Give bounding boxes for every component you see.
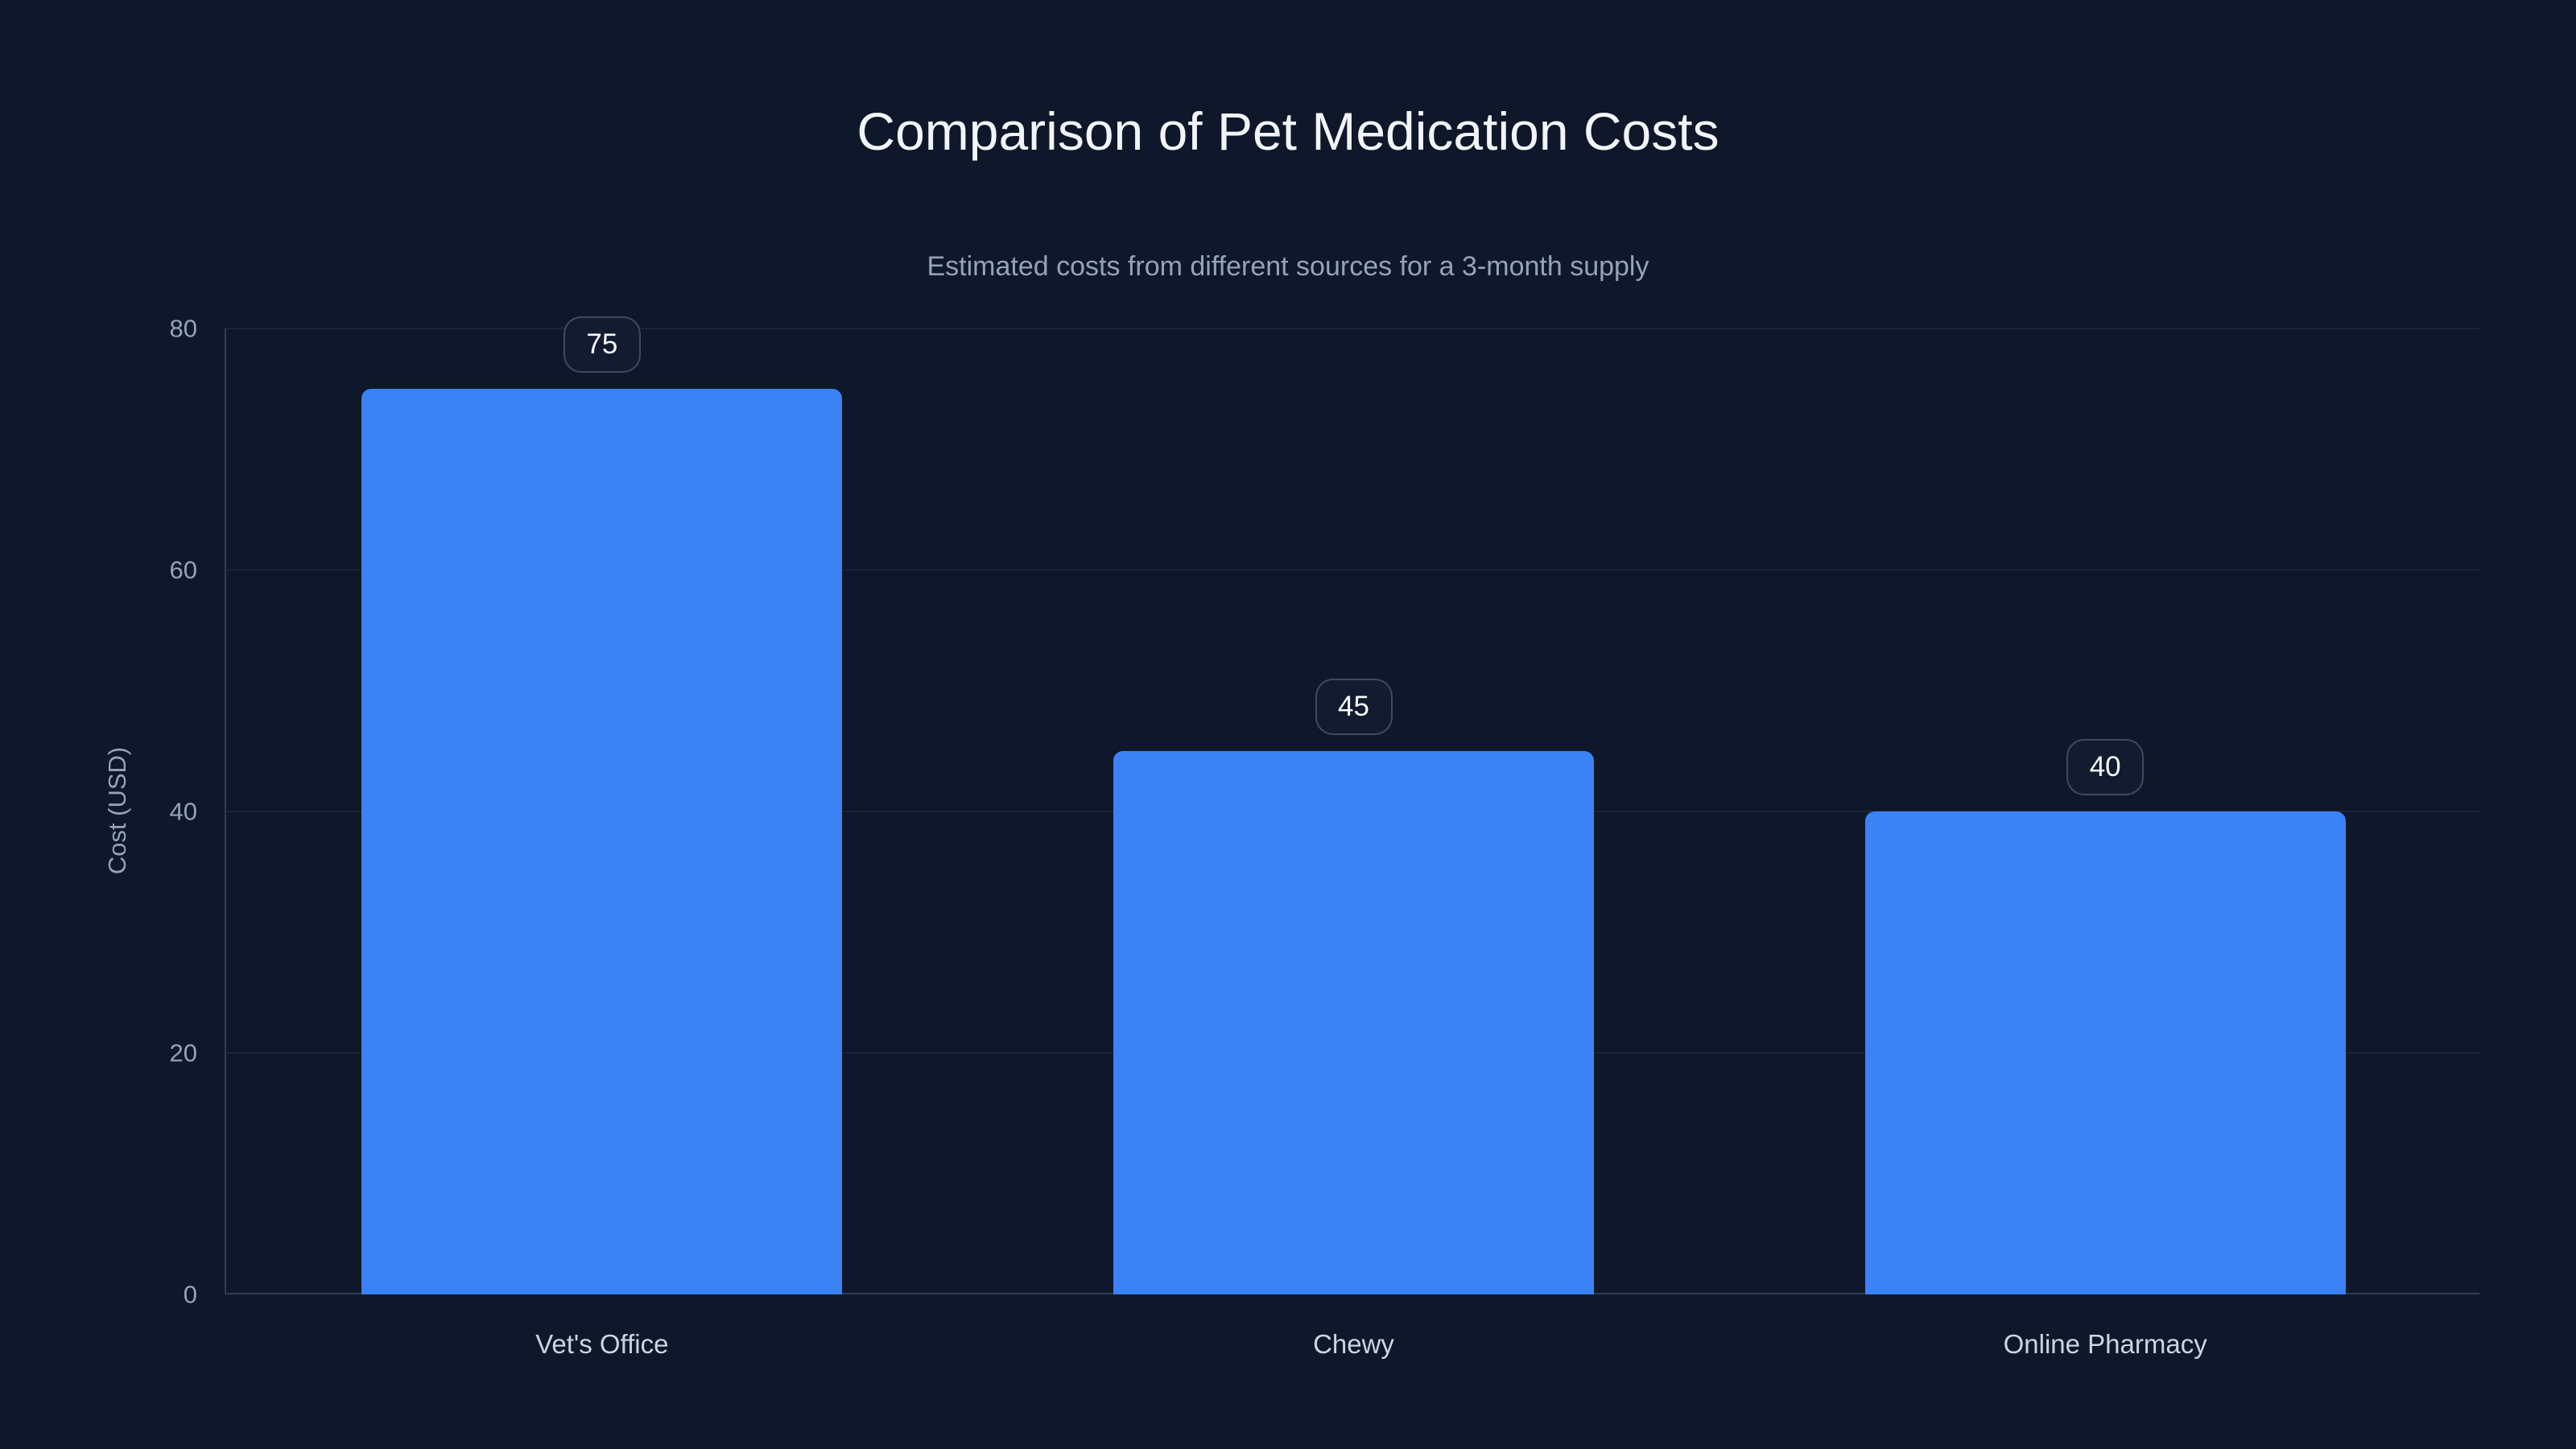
x-axis-label-2: Chewy — [1313, 1329, 1394, 1359]
bar-value-badge-3: 40 — [2066, 739, 2145, 795]
plot-area: 0 20 40 60 80 75 Vet's Office 45 Chewy 40 Online P… — [170, 316, 2479, 1359]
bar-2 — [1113, 751, 1594, 1294]
x-axis-label-1: Vet's Office — [535, 1329, 669, 1359]
gridline-80 — [226, 328, 2479, 329]
y-tick-label-40: 40 — [169, 797, 197, 826]
gridline-60 — [226, 569, 2479, 571]
bar-1 — [361, 389, 843, 1294]
bar-value-badge-1: 75 — [563, 316, 641, 373]
bar-value-badge-2: 45 — [1315, 679, 1393, 735]
chart-title: Comparison of Pet Medication Costs — [857, 101, 1719, 161]
y-tick-label-20: 20 — [169, 1038, 197, 1067]
y-tick-label-0: 0 — [183, 1280, 197, 1309]
x-axis-label-3: Online Pharmacy — [2003, 1329, 2207, 1359]
chart-subtitle: Estimated costs from different sources f… — [927, 251, 1649, 282]
bar-3 — [1864, 811, 2346, 1294]
y-tick-label-80: 80 — [169, 314, 197, 343]
y-tick-label-60: 60 — [169, 555, 197, 584]
